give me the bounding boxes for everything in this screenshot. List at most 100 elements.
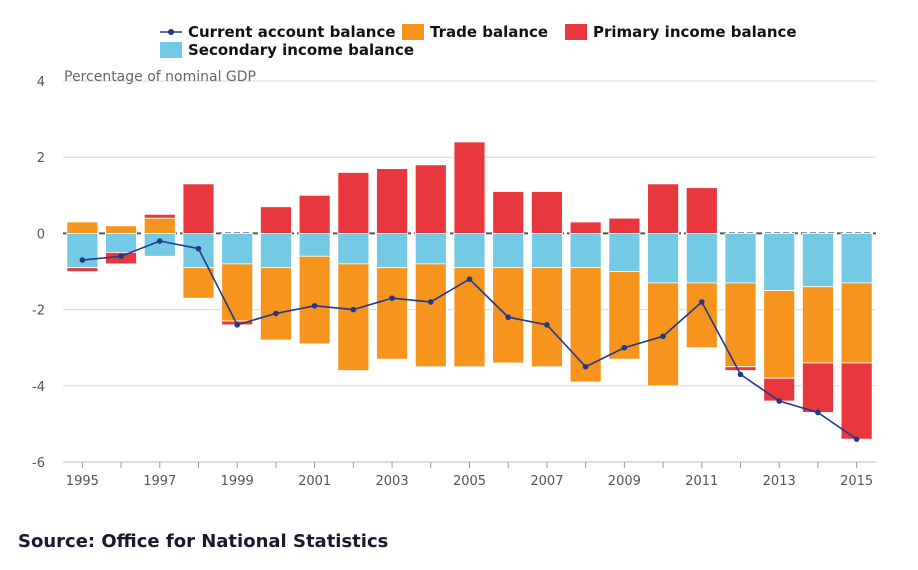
current-account-point <box>815 409 821 416</box>
bar-secondary-income <box>763 232 796 291</box>
bar-primary-income <box>66 267 99 272</box>
bar-secondary-income <box>685 232 718 284</box>
bar-primary-income <box>182 183 215 234</box>
legend-label: Trade balance <box>430 23 548 41</box>
bar-trade <box>260 267 292 341</box>
bar-secondary-income <box>802 232 834 288</box>
x-axis: 1995 1997 1999 2001 2003 2005 2007 2009 2011 2013… <box>63 461 876 489</box>
bar-secondary-income <box>337 232 370 265</box>
bar-secondary-income <box>453 232 486 269</box>
bar-primary-income <box>492 191 525 234</box>
bar-secondary-income <box>260 232 292 269</box>
current-account-point <box>853 436 860 442</box>
bar-secondary-income <box>840 232 873 284</box>
y-tick-label: 0 <box>37 227 45 242</box>
bar-trade <box>802 286 834 364</box>
bar-primary-income <box>685 187 718 234</box>
bar-primary-income <box>143 213 176 219</box>
current-account-line <box>79 238 860 442</box>
x-tick-label: 2011 <box>685 474 718 489</box>
legend-swatch <box>402 24 424 40</box>
current-account-point <box>427 299 434 305</box>
y-tick-label: -2 <box>32 304 45 319</box>
bar-trade <box>182 267 215 299</box>
y-tick-label: -4 <box>32 380 45 395</box>
bar-primary-income <box>802 362 834 413</box>
bar-primary-income <box>260 206 292 234</box>
current-account-point <box>505 314 512 321</box>
bar-trade <box>763 290 796 379</box>
y-tick-label: 4 <box>37 75 45 90</box>
bar-secondary-income <box>376 232 408 269</box>
bar-primary-income <box>840 362 873 440</box>
x-tick-label: 1997 <box>143 474 176 489</box>
bar-trade <box>66 221 99 234</box>
x-tick-label: 1995 <box>66 474 99 489</box>
current-account-point <box>466 276 473 282</box>
legend-marker <box>168 29 174 35</box>
bar-primary-income <box>531 191 563 234</box>
bar-secondary-income <box>492 232 525 269</box>
bar-trade <box>376 267 408 360</box>
legend-swatch <box>565 24 587 40</box>
bar-primary-income <box>453 141 486 234</box>
x-tick-label: 2013 <box>763 474 796 489</box>
y-tick-label: -6 <box>32 456 45 471</box>
y-axis-ticks: 4 2 0 -2 -4 -6 <box>32 75 45 471</box>
bar-trade <box>298 255 331 345</box>
current-account-point <box>389 295 395 301</box>
legend-label: Primary income balance <box>593 23 797 41</box>
bar-primary-income <box>414 164 447 234</box>
current-account-point <box>776 398 783 404</box>
bar-primary-income <box>337 172 370 234</box>
legend: Current account balance Trade balance Prim… <box>160 23 797 59</box>
legend-label: Secondary income balance <box>188 41 414 59</box>
current-account-point <box>698 299 705 305</box>
bar-secondary-income <box>569 232 602 269</box>
legend-swatch <box>160 42 182 58</box>
x-tick-label: 2001 <box>298 474 331 489</box>
legend-label: Current account balance <box>188 23 396 41</box>
bar-trade <box>685 282 718 349</box>
bar-trade <box>414 263 447 368</box>
bar-secondary-income <box>647 232 679 284</box>
current-account-point <box>156 238 163 244</box>
current-account-point <box>79 257 86 263</box>
current-account-point <box>234 322 241 328</box>
bar-trade <box>337 263 370 371</box>
legend-item: Secondary income balance <box>160 41 414 59</box>
bar-trade <box>840 282 873 364</box>
bar-trade <box>531 267 563 368</box>
bar-trade <box>143 217 176 234</box>
source-note: Source: Office for National Statistics <box>18 531 389 552</box>
bar-trade <box>569 267 602 383</box>
current-account-point <box>737 371 744 378</box>
current-account-point <box>544 322 550 328</box>
bars <box>66 141 873 440</box>
bar-primary-income <box>298 194 331 234</box>
current-account-point <box>118 253 124 260</box>
current-account-point <box>350 306 357 313</box>
current-account-point <box>582 363 589 370</box>
legend-item: Trade balance <box>402 23 548 41</box>
current-account-point <box>311 302 318 309</box>
bar-primary-income <box>569 221 602 234</box>
x-tick-label: 2007 <box>530 474 563 489</box>
x-tick-label: 2005 <box>453 474 486 489</box>
bar-primary-income <box>608 217 641 234</box>
bar-secondary-income <box>221 232 254 265</box>
current-account-point <box>195 245 202 252</box>
bar-trade <box>105 225 137 234</box>
current-account-point <box>621 344 628 351</box>
y-axis-label: Percentage of nominal GDP <box>64 69 256 85</box>
bar-trade <box>453 267 486 368</box>
x-tick-label: 2015 <box>840 474 873 489</box>
bar-primary-income <box>763 377 796 402</box>
x-tick-label: 1999 <box>221 474 254 489</box>
legend-item: Primary income balance <box>565 23 797 41</box>
bar-secondary-income <box>608 232 641 272</box>
current-account-point <box>273 310 279 317</box>
x-tick-label: 2003 <box>376 474 409 489</box>
bar-trade <box>724 282 757 368</box>
